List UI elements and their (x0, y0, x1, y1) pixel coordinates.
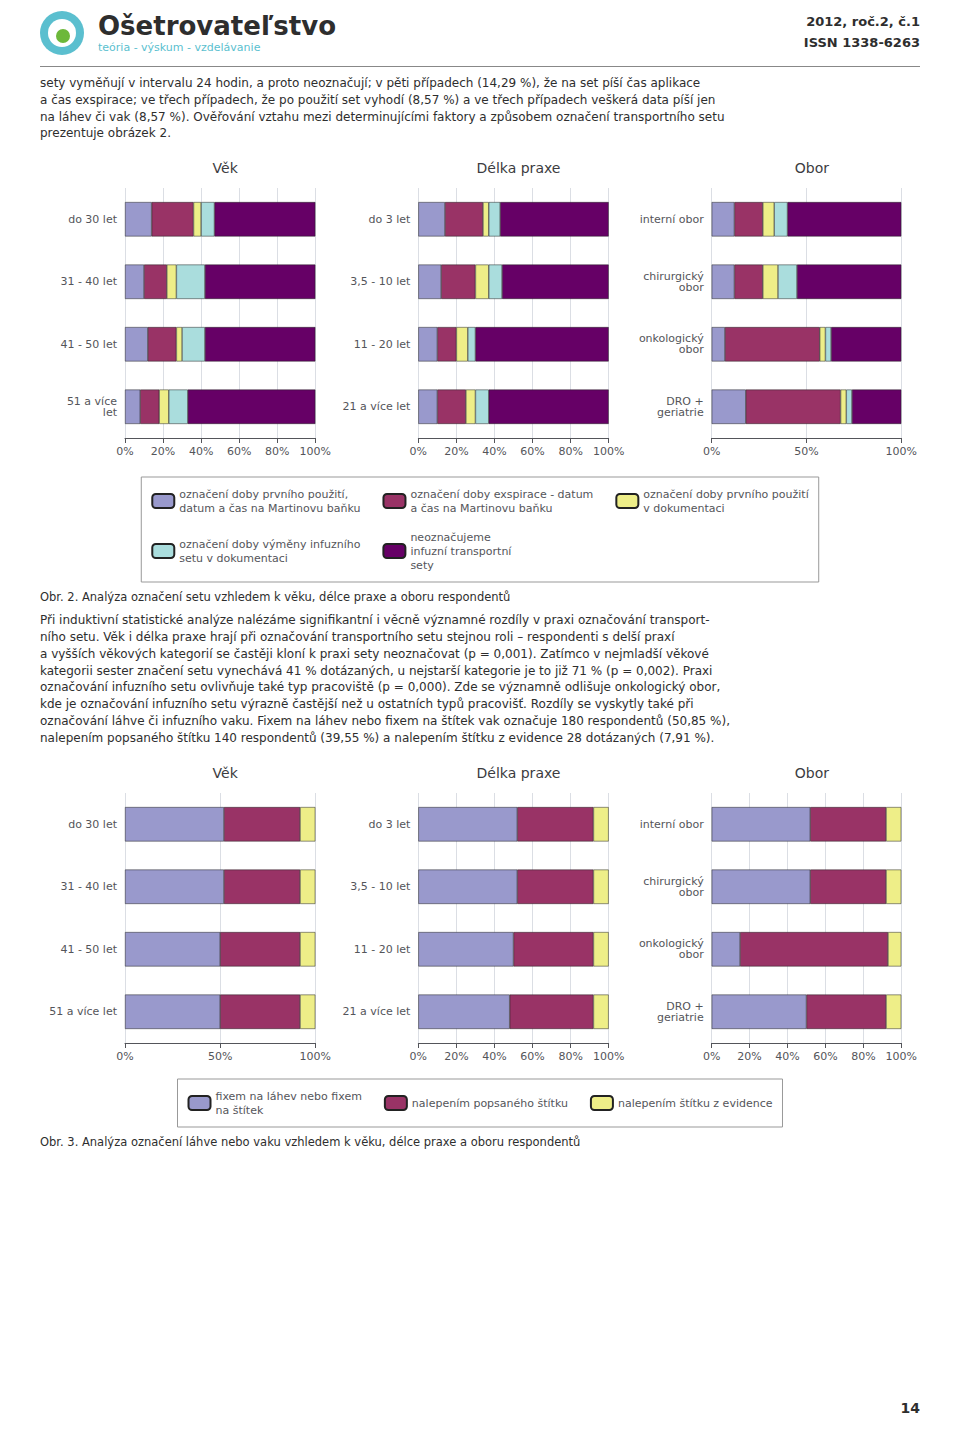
svg-text:21 a více let: 21 a více let (343, 400, 411, 413)
svg-text:do 3 let: do 3 let (368, 817, 411, 830)
svg-text:na štítek: na štítek (216, 1103, 264, 1116)
svg-text:60%: 60% (227, 445, 251, 458)
svg-text:fixem na láhev nebo fixem: fixem na láhev nebo fixem (216, 1089, 362, 1102)
svg-text:60%: 60% (813, 1050, 837, 1063)
svg-text:a čas na Martinovu baňku: a čas na Martinovu baňku (410, 502, 552, 515)
svg-text:označení doby exspirace - datu: označení doby exspirace - datum (410, 488, 593, 501)
svg-text:DRO +: DRO + (666, 394, 704, 408)
html-text:sety vyměňují v intervalu 24 h: sety vyměňují v intervalu 24 hodin, a pr… (40, 76, 725, 141)
svg-text:označení doby prvního použití: označení doby prvního použití (643, 488, 809, 501)
svg-text:chirurgický: chirurgický (643, 874, 704, 888)
svg-text:interní obor: interní obor (640, 817, 704, 830)
svg-text:0%: 0% (410, 1050, 427, 1063)
svg-text:50%: 50% (794, 445, 818, 458)
svg-text:20%: 20% (444, 1050, 468, 1063)
html-text:2012, roč.2, č.1: 2012, roč.2, č.1 (806, 14, 920, 30)
svg-text:Délka praxe: Délka praxe (477, 765, 561, 781)
svg-text:40%: 40% (482, 445, 506, 458)
svg-text:60%: 60% (520, 1050, 544, 1063)
svg-text:100%: 100% (593, 1050, 624, 1063)
svg-text:datum a čas na Martinovu baňku: datum a čas na Martinovu baňku (179, 502, 360, 515)
svg-text:geriatrie: geriatrie (657, 406, 704, 419)
svg-text:21 a více let: 21 a více let (343, 1005, 411, 1018)
svg-text:v dokumentaci: v dokumentaci (643, 502, 724, 515)
html-text:Obr. 2. Analýza označení setu: Obr. 2. Analýza označení setu vzhledem k… (40, 590, 511, 605)
svg-text:41 - 50 let: 41 - 50 let (60, 338, 117, 351)
svg-text:Obor: Obor (795, 765, 829, 781)
svg-text:40%: 40% (189, 445, 213, 458)
svg-text:obor: obor (679, 885, 704, 898)
svg-text:50%: 50% (208, 1050, 232, 1063)
svg-text:80%: 80% (558, 445, 582, 458)
svg-text:100%: 100% (886, 445, 917, 458)
svg-text:20%: 20% (444, 445, 468, 458)
svg-text:nalepením štítku z evidence: nalepením štítku z evidence (618, 1096, 773, 1109)
svg-text:100%: 100% (300, 445, 331, 458)
html-text:Ošetrovateľstvo: Ošetrovateľstvo (98, 11, 337, 42)
svg-text:Věk: Věk (213, 160, 239, 176)
svg-text:let: let (103, 406, 118, 419)
svg-text:31 - 40 let: 31 - 40 let (60, 880, 117, 893)
svg-text:Obor: Obor (795, 160, 829, 176)
html-text:ISSN 1338-6263: ISSN 1338-6263 (803, 35, 920, 50)
svg-text:geriatrie: geriatrie (657, 1010, 704, 1023)
svg-text:obor: obor (679, 281, 704, 294)
svg-text:60%: 60% (520, 445, 544, 458)
svg-text:onkologický: onkologický (638, 332, 704, 346)
svg-text:označení doby výměny infuzního: označení doby výměny infuzního (179, 538, 360, 551)
svg-text:80%: 80% (851, 1050, 875, 1063)
svg-text:DRO +: DRO + (666, 999, 704, 1013)
svg-text:40%: 40% (775, 1050, 799, 1063)
svg-text:do 30 let: do 30 let (68, 213, 118, 226)
svg-text:setu v dokumentaci: setu v dokumentaci (179, 552, 288, 565)
html-text:Obr. 3. Analýza označení láhve: Obr. 3. Analýza označení láhve nebo vaku… (40, 1134, 581, 1149)
svg-text:20%: 20% (151, 445, 175, 458)
svg-text:100%: 100% (300, 1050, 331, 1063)
svg-text:11 - 20 let: 11 - 20 let (354, 338, 411, 351)
svg-text:chirurgický: chirurgický (643, 269, 704, 283)
html-text:Při induktivní statistické ana: Při induktivní statistické analýze naléz… (40, 613, 730, 745)
svg-text:40%: 40% (482, 1050, 506, 1063)
svg-text:interní obor: interní obor (640, 213, 704, 226)
svg-text:Délka praxe: Délka praxe (477, 160, 561, 176)
svg-text:0%: 0% (703, 445, 720, 458)
svg-text:11 - 20 let: 11 - 20 let (354, 942, 411, 955)
svg-text:onkologický: onkologický (638, 936, 704, 950)
svg-text:nalepením popsaného štítku: nalepením popsaného štítku (412, 1096, 568, 1109)
svg-text:do 3 let: do 3 let (368, 213, 411, 226)
svg-text:0%: 0% (410, 445, 427, 458)
svg-text:20%: 20% (737, 1050, 761, 1063)
svg-text:označení doby prvního použití,: označení doby prvního použití, (179, 488, 348, 501)
svg-text:3,5 - 10 let: 3,5 - 10 let (350, 275, 411, 288)
html-text:14: 14 (900, 1400, 920, 1416)
svg-text:obor: obor (679, 343, 704, 356)
svg-text:100%: 100% (593, 445, 624, 458)
svg-text:31 - 40 let: 31 - 40 let (60, 275, 117, 288)
svg-text:do 30 let: do 30 let (68, 817, 118, 830)
svg-text:51 a více: 51 a více (66, 394, 117, 408)
svg-text:3,5 - 10 let: 3,5 - 10 let (350, 880, 411, 893)
svg-text:0%: 0% (116, 445, 133, 458)
svg-text:neoznačujeme: neoznačujeme (410, 531, 491, 544)
svg-text:51 a více let: 51 a více let (49, 1005, 117, 1018)
svg-text:41 - 50 let: 41 - 50 let (60, 942, 117, 955)
svg-text:infuzní transportní: infuzní transportní (410, 545, 512, 558)
svg-text:80%: 80% (265, 445, 289, 458)
svg-text:obor: obor (679, 948, 704, 961)
html-text:teória - výskum - vzdelávanie: teória - výskum - vzdelávanie (98, 40, 261, 54)
svg-text:80%: 80% (558, 1050, 582, 1063)
svg-text:0%: 0% (116, 1050, 133, 1063)
svg-text:0%: 0% (703, 1050, 720, 1063)
svg-text:sety: sety (410, 559, 434, 572)
svg-text:Věk: Věk (213, 765, 239, 781)
svg-text:100%: 100% (886, 1050, 917, 1063)
